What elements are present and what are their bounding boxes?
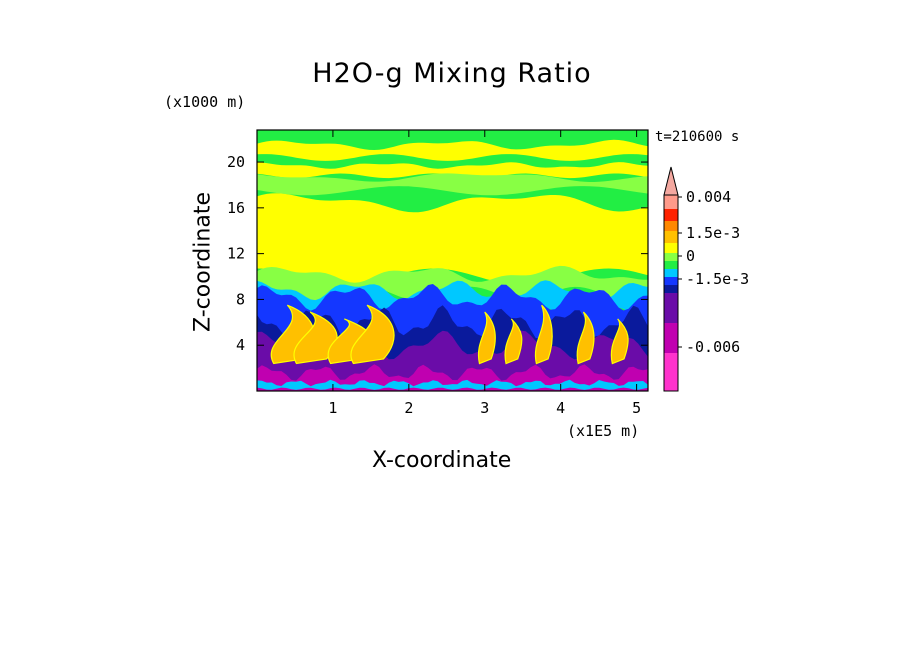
colorbar-tick-label: -0.006 (686, 338, 740, 356)
colorbar-tick-label: 1.5e-3 (686, 224, 740, 242)
colorbar-segment (664, 277, 678, 285)
colorbar-segment (664, 285, 678, 293)
x-tick-label: 1 (328, 399, 337, 417)
upper-light-stripe (257, 173, 648, 196)
y-axis-unit: (x1000 m) (164, 93, 246, 111)
x-tick-label: 5 (632, 399, 641, 417)
y-tick-label: 12 (227, 245, 245, 263)
colorbar-segment (664, 253, 678, 261)
colorbar-segment (664, 261, 678, 269)
x-tick-label: 3 (480, 399, 489, 417)
upper-yellow-stripe-1 (257, 139, 648, 161)
positive-plume (576, 311, 595, 365)
plot-frame (256, 129, 649, 392)
colorbar-tick-label: 0 (686, 247, 695, 265)
positive-plume (610, 318, 629, 365)
upper-yellow-stripe-2 (257, 162, 648, 179)
y-tick-label: 16 (227, 199, 245, 217)
positive-plume (504, 318, 523, 365)
colorbar-segment (664, 195, 678, 209)
time-label: t=210600 s (655, 129, 740, 145)
colorbar-segment (664, 353, 678, 391)
colorbar-segment (664, 231, 678, 243)
colorbar-segment (664, 323, 678, 353)
colorbar-segment (664, 269, 678, 277)
y-tick-label: 8 (236, 290, 245, 308)
colorbar-segment (664, 221, 678, 231)
colorbar-extend-triangle (663, 166, 679, 196)
positive-plume (534, 304, 553, 365)
chart-title: H2O-g Mixing Ratio (312, 58, 592, 89)
main-yellow-mass (257, 193, 648, 285)
colorbar-frame (663, 194, 679, 392)
magenta-band (257, 364, 648, 391)
colorbar-segment (664, 209, 678, 221)
x-axis-unit: (x1E5 m) (567, 422, 640, 440)
colorbar-segment (664, 243, 678, 253)
heatmap-field (257, 130, 648, 391)
positive-plume (350, 304, 395, 365)
surface-streak (257, 379, 648, 390)
x-tick-label: 2 (404, 399, 413, 417)
colorbar-tick-label: 0.004 (686, 188, 731, 206)
y-tick-label: 4 (236, 336, 245, 354)
y-tick-label: 20 (227, 153, 245, 171)
positive-plume (477, 311, 496, 365)
colorbar: 0.004 1.5e-3 0 -1.5e-3 -0.006 (663, 166, 749, 392)
x-axis-label: X-coordinate (372, 448, 512, 473)
x-tick-label: 4 (556, 399, 565, 417)
colorbar-segment (664, 293, 678, 323)
colorbar-tick-label: -1.5e-3 (686, 270, 749, 288)
